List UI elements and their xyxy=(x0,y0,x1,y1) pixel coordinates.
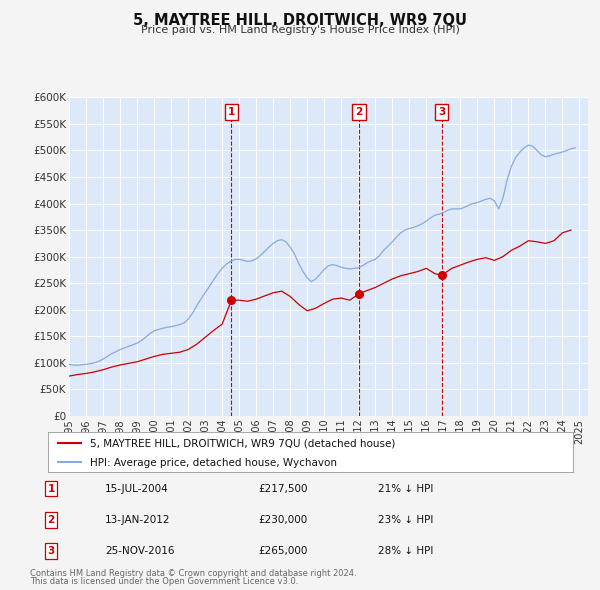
Text: 5, MAYTREE HILL, DROITWICH, WR9 7QU: 5, MAYTREE HILL, DROITWICH, WR9 7QU xyxy=(133,13,467,28)
Text: £265,000: £265,000 xyxy=(258,546,307,556)
Text: Contains HM Land Registry data © Crown copyright and database right 2024.: Contains HM Land Registry data © Crown c… xyxy=(30,569,356,578)
Text: Price paid vs. HM Land Registry's House Price Index (HPI): Price paid vs. HM Land Registry's House … xyxy=(140,25,460,35)
Text: 25-NOV-2016: 25-NOV-2016 xyxy=(105,546,175,556)
Text: 1: 1 xyxy=(228,107,235,117)
Text: 5, MAYTREE HILL, DROITWICH, WR9 7QU (detached house): 5, MAYTREE HILL, DROITWICH, WR9 7QU (det… xyxy=(90,439,395,449)
Text: £217,500: £217,500 xyxy=(258,484,308,493)
Text: 2: 2 xyxy=(355,107,362,117)
Text: 3: 3 xyxy=(47,546,55,556)
Text: 13-JAN-2012: 13-JAN-2012 xyxy=(105,515,170,525)
Text: 21% ↓ HPI: 21% ↓ HPI xyxy=(378,484,433,493)
Text: 15-JUL-2004: 15-JUL-2004 xyxy=(105,484,169,493)
Text: 28% ↓ HPI: 28% ↓ HPI xyxy=(378,546,433,556)
Text: £230,000: £230,000 xyxy=(258,515,307,525)
Text: 3: 3 xyxy=(438,107,445,117)
Text: HPI: Average price, detached house, Wychavon: HPI: Average price, detached house, Wych… xyxy=(90,458,337,468)
Text: This data is licensed under the Open Government Licence v3.0.: This data is licensed under the Open Gov… xyxy=(30,578,298,586)
Text: 1: 1 xyxy=(47,484,55,493)
Text: 23% ↓ HPI: 23% ↓ HPI xyxy=(378,515,433,525)
Text: 2: 2 xyxy=(47,515,55,525)
